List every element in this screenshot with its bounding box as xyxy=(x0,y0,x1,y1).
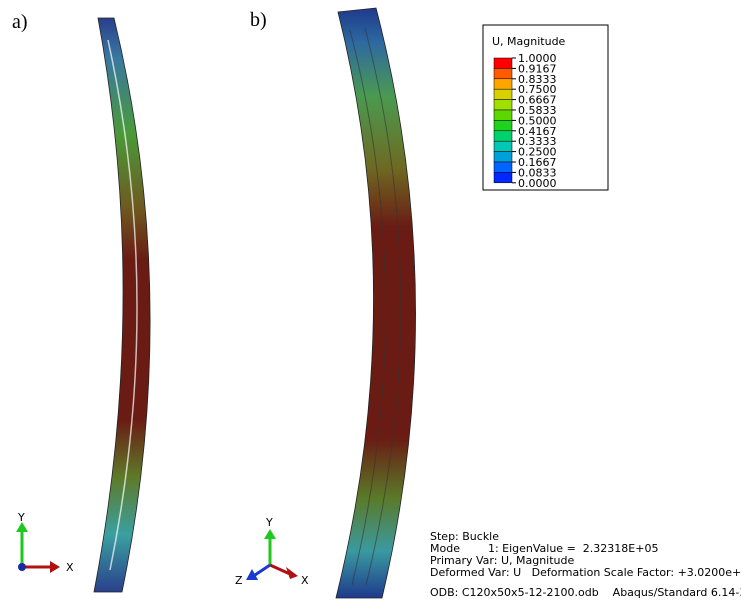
axis-label: X xyxy=(301,574,309,587)
legend-label: 0.3333 xyxy=(518,135,557,148)
arrow xyxy=(16,522,28,532)
triad-a: Y X xyxy=(16,511,74,574)
legend-label: 0.5000 xyxy=(518,114,557,127)
arrow xyxy=(286,567,298,579)
legend-label: 0.2500 xyxy=(518,146,557,159)
legend-label: 1.0000 xyxy=(518,52,557,65)
axis-z xyxy=(254,563,271,577)
info-text: Deformed Var: U Deformation Scale Factor… xyxy=(430,566,741,579)
beam-b-web xyxy=(349,29,386,586)
legend: 1.00000.91670.83330.75000.66670.58330.50… xyxy=(493,52,557,190)
origin xyxy=(18,563,26,571)
legend-label: 0.8333 xyxy=(518,73,557,86)
panel-label: b) xyxy=(250,9,267,31)
axis-label: X xyxy=(66,561,74,574)
legend-swatch xyxy=(493,172,513,184)
legend-label: 0.6667 xyxy=(518,94,557,107)
legend-swatch xyxy=(493,78,513,90)
legend-swatch xyxy=(493,88,513,100)
legend-swatch xyxy=(493,57,513,69)
info-text: ODB: C120x50x5-12-2100.odb Abaqus/Standa… xyxy=(430,586,741,599)
panel-label: a) xyxy=(12,11,28,33)
legend-label: 0.9167 xyxy=(518,62,557,75)
beam-a-flange xyxy=(107,39,138,571)
axis-label: Z xyxy=(235,574,243,587)
legend-title: U, Magnitude xyxy=(492,35,566,48)
legend-label: 0.0000 xyxy=(518,177,557,190)
legend-label: 0.4167 xyxy=(518,125,557,138)
triad-b: Y Z X xyxy=(235,516,309,587)
beam-b-web xyxy=(364,27,402,586)
info-text: Step: Buckle xyxy=(430,530,499,543)
legend-swatch xyxy=(493,161,513,173)
axis-label: Y xyxy=(17,511,25,524)
legend-swatch xyxy=(493,120,513,132)
legend-swatch xyxy=(493,109,513,121)
arrow xyxy=(246,569,258,580)
legend-swatch xyxy=(493,99,513,111)
legend-label: 0.0833 xyxy=(518,166,557,179)
legend-label: 0.1667 xyxy=(518,156,557,169)
legend-label: 0.7500 xyxy=(518,83,557,96)
axis-label: Y xyxy=(265,516,273,529)
beam-b xyxy=(335,7,416,599)
axis-x xyxy=(269,563,291,576)
info-text: Mode 1: EigenValue = 2.32318E+05 xyxy=(430,542,658,555)
beam-a xyxy=(93,17,151,593)
arrow xyxy=(50,561,60,573)
legend-swatch xyxy=(493,68,513,80)
legend-label: 0.5833 xyxy=(518,104,557,117)
legend-swatch xyxy=(493,151,513,163)
legend-swatch xyxy=(493,130,513,142)
info-text: Primary Var: U, Magnitude xyxy=(430,554,575,567)
arrow xyxy=(264,529,276,539)
legend-swatch xyxy=(493,140,513,152)
